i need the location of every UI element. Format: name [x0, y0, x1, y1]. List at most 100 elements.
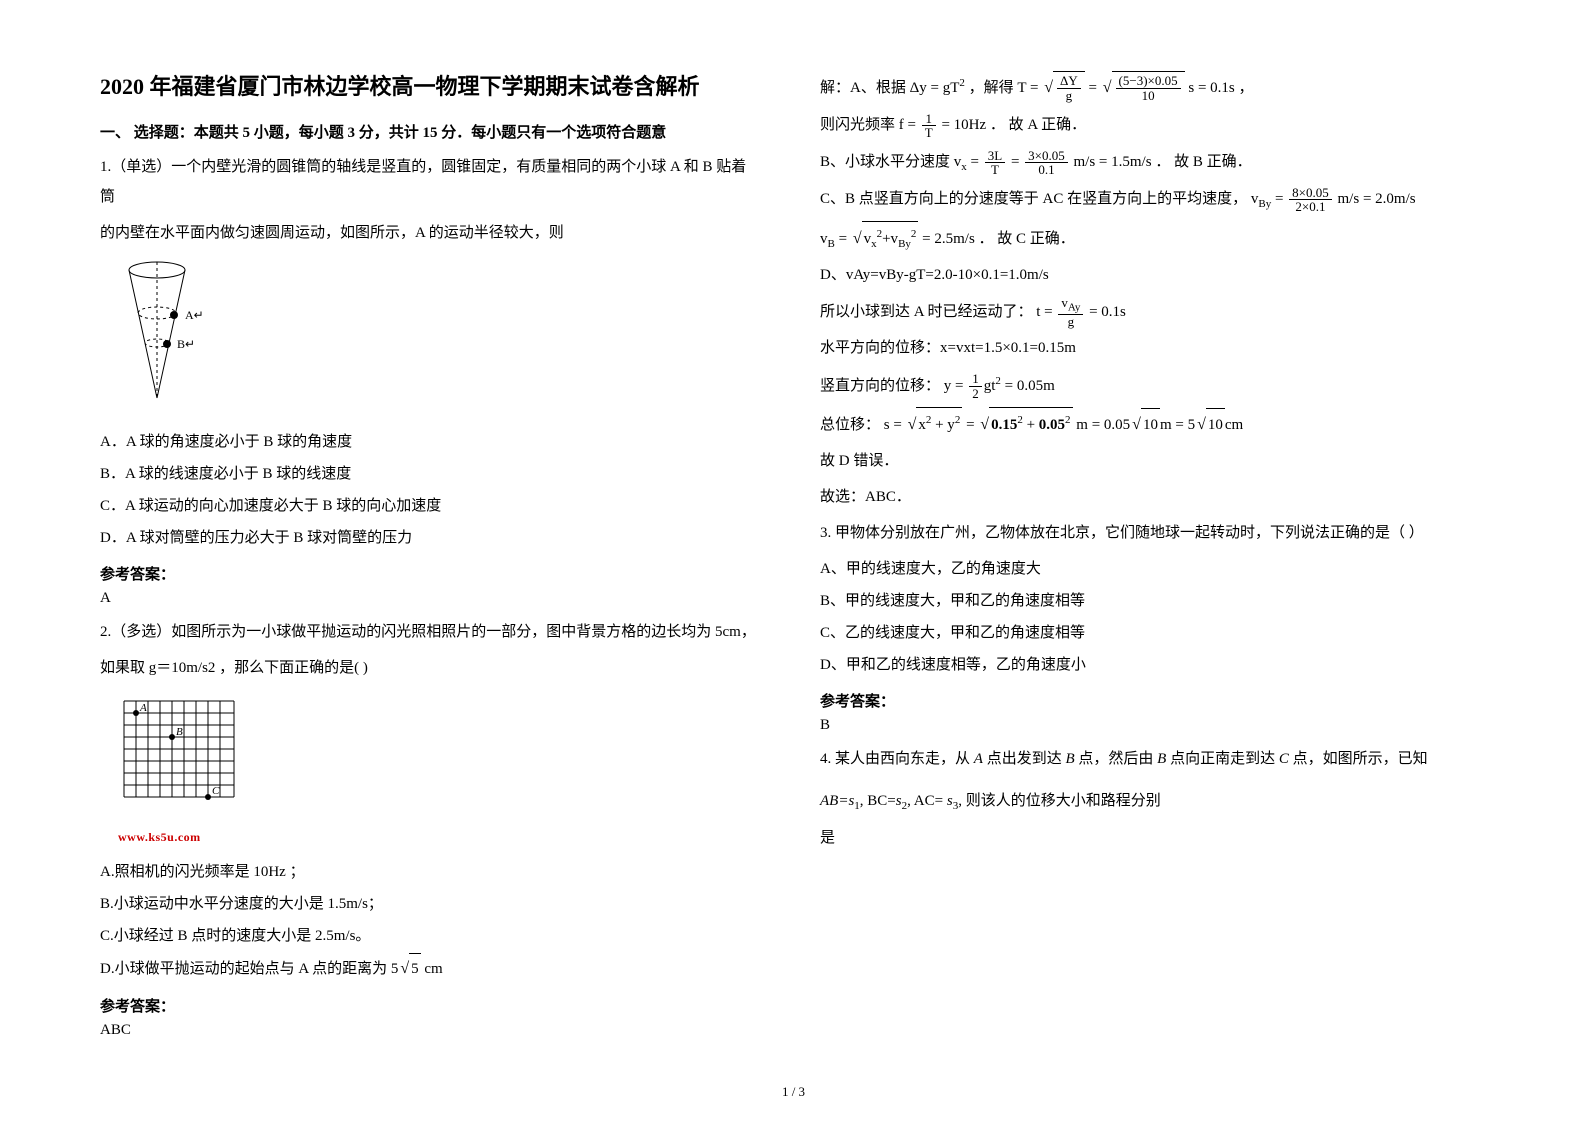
flash-res: = 10Hz — [941, 117, 986, 133]
q2-answer-label: 参考答案： — [100, 995, 760, 1016]
grid-figure: A B C — [114, 691, 760, 826]
sol-c2-vb: v — [820, 231, 828, 247]
flash-post: ． 故 A 正确． — [990, 117, 1086, 133]
q3-option-d: D、甲和乙的线速度相等，乙的角速度小 — [820, 650, 1480, 680]
sol-d-wrong: 故 D 错误． — [820, 446, 1480, 476]
sol-b-num1: 3L — [985, 149, 1005, 164]
sol-d-s-pre: 总位移： — [820, 417, 880, 433]
sol-d-s-mid: m = 5 — [1160, 417, 1195, 433]
q3-stem: 3. 甲物体分别放在广州，乙物体放在北京，它们随地球一起转动时，下列说法正确的是… — [820, 518, 1480, 548]
q1-stem-line1: 1.（单选）一个内壁光滑的圆锥筒的轴线是竖直的，圆锥固定，有质量相同的两个小球 … — [100, 152, 760, 212]
q1-option-a: A．A 球的角速度必小于 B 球的角速度 — [100, 427, 760, 457]
sol-a-mid: ，解得 — [969, 80, 1018, 96]
flash-num: 1 — [922, 112, 936, 127]
sol-c2-rad-plus: +v — [882, 231, 898, 247]
sol-b-den1: T — [985, 163, 1005, 177]
sol-d-s-root10b: 10 — [1206, 408, 1225, 442]
sol-c2-rad-v1: v — [864, 231, 872, 247]
sol-c2-post: ． 故 C 正确． — [979, 231, 1075, 247]
page-number: 1 / 3 — [782, 1084, 805, 1100]
q2-d-root: 5 — [409, 953, 421, 984]
flash-line: 则闪光频率 f = 1T = 10Hz ． 故 A 正确． — [820, 109, 1480, 142]
q1-option-d: D．A 球对筒壁的压力必大于 B 球对筒壁的压力 — [100, 523, 760, 553]
sol-a-line: 解：A、根据 Δy = gT2 ，解得 T = ΔYg = (5−3)×0.05… — [820, 70, 1480, 105]
q4-pre: 4. 某人由西向东走，从 — [820, 751, 974, 767]
q1-answer-label: 参考答案： — [100, 563, 760, 584]
sol-b-den2: 0.1 — [1025, 163, 1068, 177]
q4-C: C — [1279, 751, 1289, 767]
svg-text:A↵: A↵ — [185, 308, 204, 322]
sol-c2-res: = 2.5m/s — [922, 231, 975, 247]
sol-d-y-rest: gt — [984, 378, 996, 394]
sol-a-den1: g — [1057, 89, 1081, 103]
q4-m1: , BC= — [860, 793, 896, 809]
q3-option-b: B、甲的线速度大，甲和乙的角速度相等 — [820, 586, 1480, 616]
q2-option-a: A.照相机的闪光频率是 10Hz ； — [100, 857, 760, 887]
sol-d-t-den: g — [1058, 315, 1083, 329]
sol-b-res: m/s = 1.5m/s — [1074, 154, 1152, 170]
q4-stem-line3: 是 — [820, 823, 1480, 853]
q2-answer: ABC — [100, 1022, 760, 1039]
svg-text:B↵: B↵ — [177, 337, 195, 351]
q1-option-c: C．A 球运动的向心加速度必大于 B 球的向心加速度 — [100, 491, 760, 521]
q3-answer: B — [820, 717, 1480, 734]
q4-mid1: 点出发到达 — [983, 751, 1066, 767]
q4-mid3: 点向正南走到达 — [1166, 751, 1279, 767]
sol-d-s-root10a: 10 — [1141, 408, 1160, 442]
svg-text:B: B — [176, 726, 183, 738]
sol-d-y-pre: 竖直方向的位移： — [820, 378, 940, 394]
sol-a-eq1: Δy = gT — [910, 80, 960, 96]
sol-d-t-num-sub: Ay — [1068, 302, 1080, 314]
sol-a-den2: 10 — [1116, 89, 1181, 103]
sol-c2-line: vB = vx2+vBy2 = 2.5m/s ． 故 C 正确． — [820, 221, 1480, 256]
sol-d-y-den: 2 — [969, 387, 982, 401]
flash-f: f = — [899, 117, 916, 133]
sol-d-y-line: 竖直方向的位移： y = 12gt2 = 0.05m — [820, 369, 1480, 403]
sol-d-t-line: 所以小球到达 A 时已经运动了： t = vAyg = 0.1s — [820, 296, 1480, 329]
sol-d-s-end: cm — [1225, 417, 1243, 433]
doc-title: 2020 年福建省厦门市林边学校高一物理下学期期末试卷含解析 — [100, 70, 760, 103]
q1-option-b: B．A 球的线速度必小于 B 球的线速度 — [100, 459, 760, 489]
sol-b-line: B、小球水平分速度 vx = 3LT = 3×0.050.1 m/s = 1.5… — [820, 146, 1480, 179]
sol-a-teq: T = — [1017, 80, 1038, 96]
sol-b-post: ． 故 B 正确． — [1155, 154, 1251, 170]
flash-pre: 则闪光频率 — [820, 117, 895, 133]
sol-d-t-pre: 所以小球到达 A 时已经运动了： — [820, 304, 1033, 320]
q2-option-d-post: cm — [421, 961, 443, 977]
svg-text:A: A — [139, 702, 147, 714]
sol-c-num: 8×0.05 — [1289, 186, 1332, 201]
q4-stem-line2: AB=s1, BC=s2, AC= s3, 则该人的位移大小和路程分别 — [820, 786, 1480, 817]
sol-d-y-eq: y = — [944, 378, 964, 394]
q3-answer-label: 参考答案： — [820, 690, 1480, 711]
q4-stem-line1: 4. 某人由西向东走，从 A 点出发到达 B 点，然后由 B 点向正南走到达 C… — [820, 744, 1480, 774]
sol-c-pre: C、B 点竖直方向上的分速度等于 AC 在竖直方向上的平均速度， — [820, 191, 1247, 207]
sol-c2-vb-sub: B — [828, 238, 835, 250]
sol-c-line: C、B 点竖直方向上的分速度等于 AC 在竖直方向上的平均速度， vBy = 8… — [820, 183, 1480, 216]
sol-select: 故选：ABC． — [820, 482, 1480, 512]
q2-stem-line1: 2.（多选）如图所示为一小球做平抛运动的闪光照相照片的一部分，图中背景方格的边长… — [100, 617, 760, 647]
q2-option-c: C.小球经过 B 点时的速度大小是 2.5m/s。 — [100, 921, 760, 951]
left-column: 2020 年福建省厦门市林边学校高一物理下学期期末试卷含解析 一、 选择题：本题… — [100, 70, 760, 1049]
sol-c-res: m/s = 2.0m/s — [1338, 191, 1416, 207]
q1-stem-line2: 的内壁在水平面内做匀速圆周运动，如图所示，A 的运动半径较大，则 — [100, 218, 760, 248]
sol-b-eq: = — [967, 154, 979, 170]
sol-a-eq1-sup: 2 — [959, 77, 965, 89]
sol-d-y-res: = 0.05m — [1001, 378, 1055, 394]
cone-figure: A↵ B↵ — [112, 258, 760, 413]
sol-d-s-res: m = 0.05 — [1076, 417, 1130, 433]
sol-a-tres: s = 0.1s — [1188, 80, 1234, 96]
right-column: 解：A、根据 Δy = gT2 ，解得 T = ΔYg = (5−3)×0.05… — [820, 70, 1480, 1049]
page: 2020 年福建省厦门市林边学校高一物理下学期期末试卷含解析 一、 选择题：本题… — [100, 70, 1487, 1049]
q1-answer: A — [100, 590, 760, 607]
q4-end: 点，如图所示，已知 — [1289, 751, 1428, 767]
q2-option-d: D.小球做平抛运动的起始点与 A 点的距离为 55 cm — [100, 953, 760, 985]
q4-end2: , 则该人的位移大小和路程分别 — [958, 793, 1161, 809]
svg-text:C: C — [212, 785, 220, 797]
q4-B: B — [1065, 751, 1074, 767]
sol-d-line1: D、vAy=vBy-gT=2.0-10×0.1=1.0m/s — [820, 260, 1480, 290]
sol-c-vby-sub: By — [1258, 198, 1271, 210]
q4-mid2: 点，然后由 — [1075, 751, 1158, 767]
sol-b-num2: 3×0.05 — [1025, 149, 1068, 164]
sol-d-s-line: 总位移： s = x2 + y2 = 0.152 + 0.052 m = 0.0… — [820, 407, 1480, 442]
q3-option-a: A、甲的线速度大，乙的角速度大 — [820, 554, 1480, 584]
